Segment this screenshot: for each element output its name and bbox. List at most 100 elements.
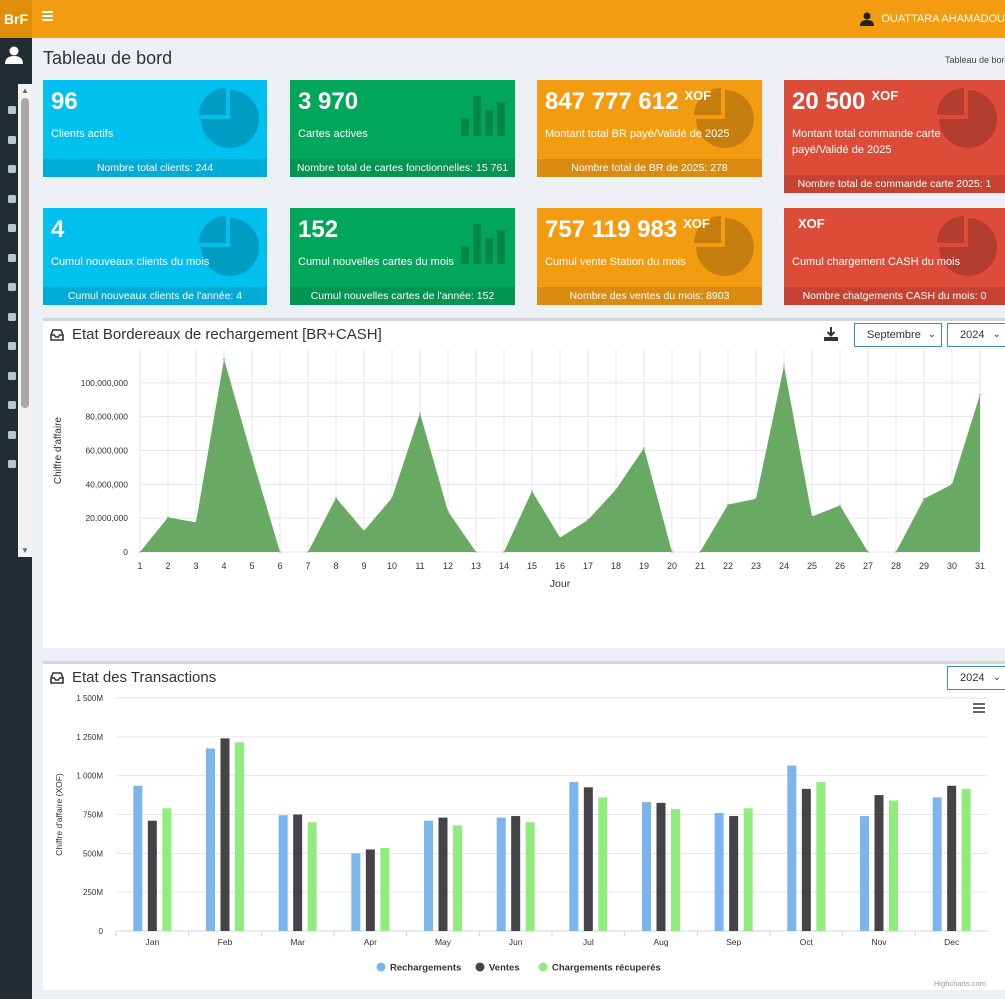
x-tick-label: 27 [863, 561, 873, 571]
data-point [531, 490, 533, 492]
pie-chart-icon [199, 216, 259, 276]
info-box-footer[interactable]: Cumul nouvelles cartes de l'année: 152 [290, 287, 515, 305]
app-logo[interactable]: BrF [0, 0, 32, 38]
data-point [195, 521, 197, 524]
bar [380, 847, 390, 931]
sidebar-cart-icon[interactable] [7, 220, 19, 232]
breadcrumb[interactable]: Tableau de bord [945, 55, 1005, 65]
sidebar: ▲ ▼ [0, 38, 32, 999]
info-box: 757 119 983 XOF Cumul vente Station du moi… [537, 208, 762, 305]
info-box-footer[interactable]: Nombre total clients: 244 [43, 159, 267, 177]
bar [147, 820, 157, 931]
y-axis-label: Chiffre d'affaire [53, 416, 64, 484]
x-tick-label: 14 [499, 561, 509, 571]
sidebar-money-icon[interactable] [7, 279, 19, 291]
info-box-footer[interactable]: Nombre total de BR de 2025: 278 [537, 159, 762, 177]
sidebar-file-icon[interactable] [7, 161, 19, 173]
bar [947, 785, 957, 931]
user-menu[interactable]: OUATTARA AHAMADOU [860, 0, 1005, 38]
info-box: 96 Clients actifs Nombre total clients: 24… [43, 80, 267, 177]
sidebar-map-marker-icon[interactable] [7, 368, 19, 380]
bar [525, 822, 535, 931]
sidebar-list-icon[interactable] [7, 191, 19, 203]
info-box-footer[interactable]: Cumul nouveaux clients de l'année: 4 [43, 287, 267, 305]
bar [278, 815, 288, 931]
data-point [755, 497, 757, 500]
info-box-value: 4 [51, 216, 65, 243]
sidebar-bar-chart-icon[interactable] [7, 309, 19, 321]
info-box-footer[interactable]: Nombre chatgements CASH du mois: 0 [784, 287, 1005, 305]
data-point [363, 530, 365, 532]
y-tick-label: 20,000,000 [85, 513, 128, 523]
x-tick-label: 11 [415, 561, 424, 571]
bar [293, 814, 303, 931]
data-point [867, 551, 869, 553]
x-tick-label: 31 [975, 561, 985, 571]
sidebar-plus-circle-icon[interactable] [7, 397, 19, 409]
x-tick-label: Sep [726, 937, 741, 947]
sidebar-exchange-icon[interactable] [7, 338, 19, 350]
x-tick-label: Apr [364, 937, 377, 947]
y-tick-label: 0 [123, 547, 128, 557]
info-box-footer[interactable]: Nombre total de commande carte 2025: 1 [784, 175, 1005, 193]
x-tick-label: Oct [800, 937, 814, 947]
sidebar-reply-icon[interactable] [7, 427, 19, 439]
chart-menu-icon[interactable] [973, 703, 985, 713]
br-panel-title: Etat Bordereaux de rechargement [BR+CASH… [50, 326, 382, 343]
info-box-label: Cumul nouveaux clients du mois [51, 256, 210, 268]
credits-label: Highcharts.com [934, 979, 986, 988]
bar [569, 781, 579, 931]
sidebar-toggle-icon[interactable] [42, 11, 53, 25]
scroll-up-icon[interactable]: ▲ [21, 86, 29, 95]
info-box: 152 Cumul nouvelles cartes du mois Cumul n… [290, 208, 515, 305]
info-box-label: Cumul vente Station du mois [545, 256, 686, 268]
x-tick-label: Mar [290, 937, 305, 947]
info-box-footer[interactable]: Nombre des ventes du mois: 8903 [537, 287, 762, 305]
data-point [419, 412, 421, 415]
scrollbar-thumb[interactable] [21, 98, 29, 408]
x-tick-label: 10 [387, 561, 397, 571]
x-tick-label: Jan [145, 937, 159, 947]
x-tick-label: 15 [527, 561, 537, 571]
data-point [503, 551, 505, 553]
x-tick-label: 3 [193, 561, 198, 571]
sidebar-line-chart-icon[interactable] [7, 102, 19, 114]
legend-item: Rechargements [390, 963, 461, 974]
chevron-down-icon: ⌄ [927, 329, 936, 340]
bar [874, 795, 884, 931]
info-box-footer[interactable]: Nombre total de cartes fonctionnelles: 1… [290, 159, 515, 177]
x-axis-label: Jour [550, 578, 571, 590]
top-navbar: BrF OUATTARA AHAMADOU [0, 0, 1005, 38]
data-point [951, 483, 953, 486]
x-tick-label: 8 [333, 561, 338, 571]
info-box-value: 96 [51, 88, 78, 115]
x-tick-label: 19 [639, 561, 649, 571]
scroll-down-icon[interactable]: ▼ [21, 546, 29, 555]
y-axis-label: Chiffre d'affaire (XOF) [54, 773, 64, 856]
transactions-year-select[interactable]: 2024 ⌄ [947, 666, 1005, 690]
sidebar-users-icon[interactable] [7, 132, 19, 144]
x-tick-label: 2 [165, 561, 170, 571]
info-box-unit: XOF [684, 88, 712, 103]
sidebar-circle-icon[interactable] [7, 456, 19, 468]
sidebar-scrollbar[interactable]: ▲ ▼ [18, 84, 32, 557]
info-box: 3 970 Cartes actives Nombre total de carte… [290, 80, 515, 177]
x-tick-label: 29 [919, 561, 929, 571]
chevron-down-icon: ⌄ [992, 672, 1001, 683]
sidebar-cart-plus-icon[interactable] [7, 250, 19, 262]
info-box-value: XOF [792, 216, 825, 244]
x-tick-label: 24 [779, 561, 789, 571]
data-point [391, 497, 393, 499]
data-point [559, 536, 561, 539]
year-select[interactable]: 2024 ⌄ [947, 323, 1005, 347]
download-icon[interactable] [824, 327, 838, 341]
info-box-label: Cumul chargement CASH du mois [792, 256, 961, 268]
y-tick-label: 100,000,000 [81, 378, 129, 388]
data-point [699, 551, 701, 553]
bar [743, 808, 753, 931]
bar-chart-icon [461, 96, 505, 136]
info-box-label: Cartes actives [298, 128, 368, 140]
info-box-label: Montant total BR payé/Validé de 2025 [545, 128, 730, 140]
month-select[interactable]: Septembre ⌄ [854, 323, 942, 347]
data-point [811, 515, 813, 518]
